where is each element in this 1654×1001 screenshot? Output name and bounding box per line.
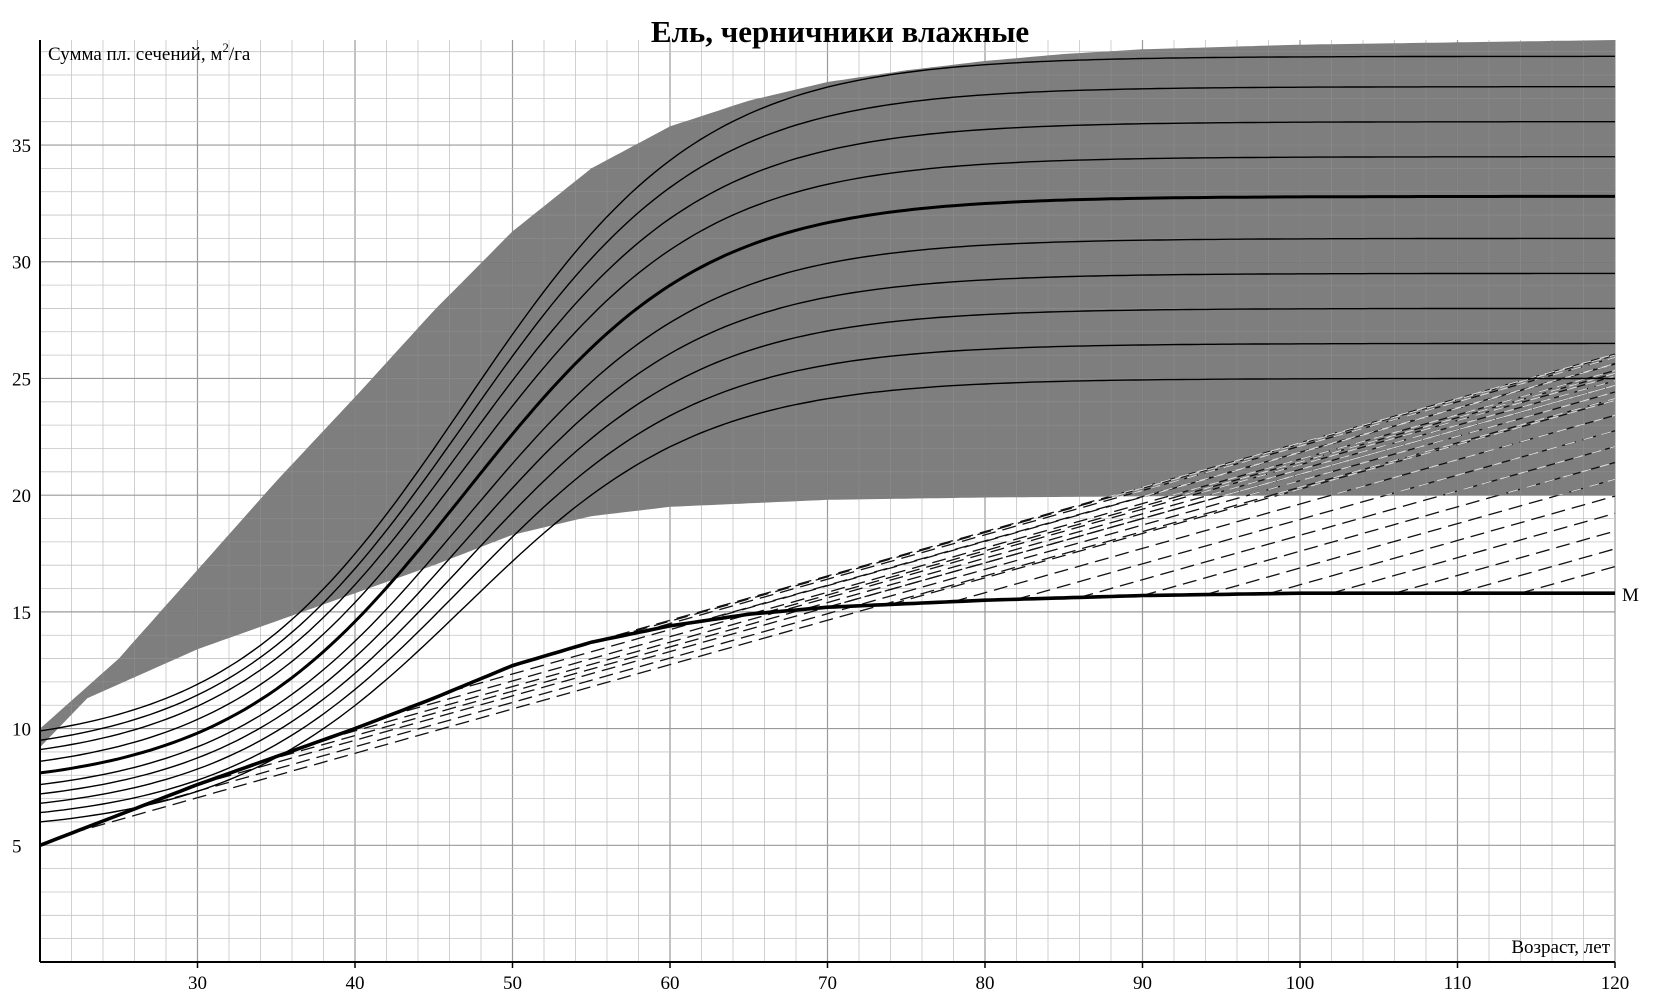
- y-axis-label-superscript: 2: [222, 40, 229, 55]
- chart-title: Ель, черничники влажные: [651, 14, 1029, 49]
- dashed-line-light: [890, 399, 1615, 605]
- growth-curve: [39, 194, 1615, 775]
- x-tick-label: 30: [188, 973, 207, 994]
- y-tick-label: 30: [12, 253, 31, 274]
- dashed-line-light: [638, 356, 1615, 633]
- x-tick-label: 50: [503, 973, 522, 994]
- dashed-line: [1457, 548, 1616, 594]
- y-tick-label: 20: [12, 486, 31, 507]
- series-m-label: M: [1622, 585, 1639, 606]
- y-axis-label-tail: /га: [229, 44, 251, 65]
- growth-curves: [39, 55, 1615, 823]
- series-m: [39, 591, 1615, 847]
- dashed-line: [260, 380, 1616, 763]
- dashed-line: [1142, 461, 1616, 597]
- growth-curve: [39, 237, 1615, 786]
- dashed-line-light: [1079, 446, 1615, 598]
- tick-labels: 30 40 50 60 70 80 90 100 110 120 5 10 15 20 25 30 35: [12, 136, 1629, 994]
- x-tick-label: 90: [1133, 973, 1152, 994]
- x-tick-label: 70: [818, 973, 837, 994]
- dashed-lines: [71, 353, 1616, 834]
- dashed-line: [386, 369, 1616, 718]
- dashed-line: [1394, 530, 1616, 594]
- growth-curve: [39, 55, 1615, 732]
- dashed-line-light: [764, 372, 1615, 614]
- x-tick-label: 40: [346, 973, 365, 994]
- series-m-line: [39, 591, 1615, 847]
- dashed-line: [1205, 478, 1616, 596]
- y-tick-label: 35: [12, 136, 31, 157]
- growth-curve: [39, 86, 1615, 741]
- dashed-line: [323, 375, 1616, 741]
- growth-curve: [39, 377, 1615, 823]
- y-tick-label: 10: [12, 720, 31, 741]
- x-axis-label: Возраст, лет: [1511, 937, 1610, 958]
- y-axis-label: Сумма пл. сечений, м2/га: [48, 40, 251, 65]
- x-tick-label: 80: [976, 973, 995, 994]
- dashed-line: [575, 353, 1616, 648]
- dashed-line: [1268, 495, 1616, 595]
- growth-curve: [39, 121, 1615, 751]
- x-tick-label: 120: [1601, 973, 1630, 994]
- y-axis-label-main: Сумма пл. сечений, м: [48, 44, 222, 65]
- dashed-line: [1520, 565, 1616, 594]
- growth-curve: [39, 342, 1615, 814]
- x-tick-label: 110: [1444, 973, 1472, 994]
- y-tick-label: 15: [12, 603, 31, 624]
- dashed-line: [1331, 512, 1616, 594]
- y-tick-label: 5: [12, 836, 22, 857]
- growth-curve: [39, 272, 1615, 795]
- growth-curve: [39, 307, 1615, 804]
- growth-curve: [39, 156, 1615, 762]
- x-tick-label: 60: [661, 973, 680, 994]
- y-tick-label: 25: [12, 369, 31, 390]
- x-tick-label: 100: [1286, 973, 1315, 994]
